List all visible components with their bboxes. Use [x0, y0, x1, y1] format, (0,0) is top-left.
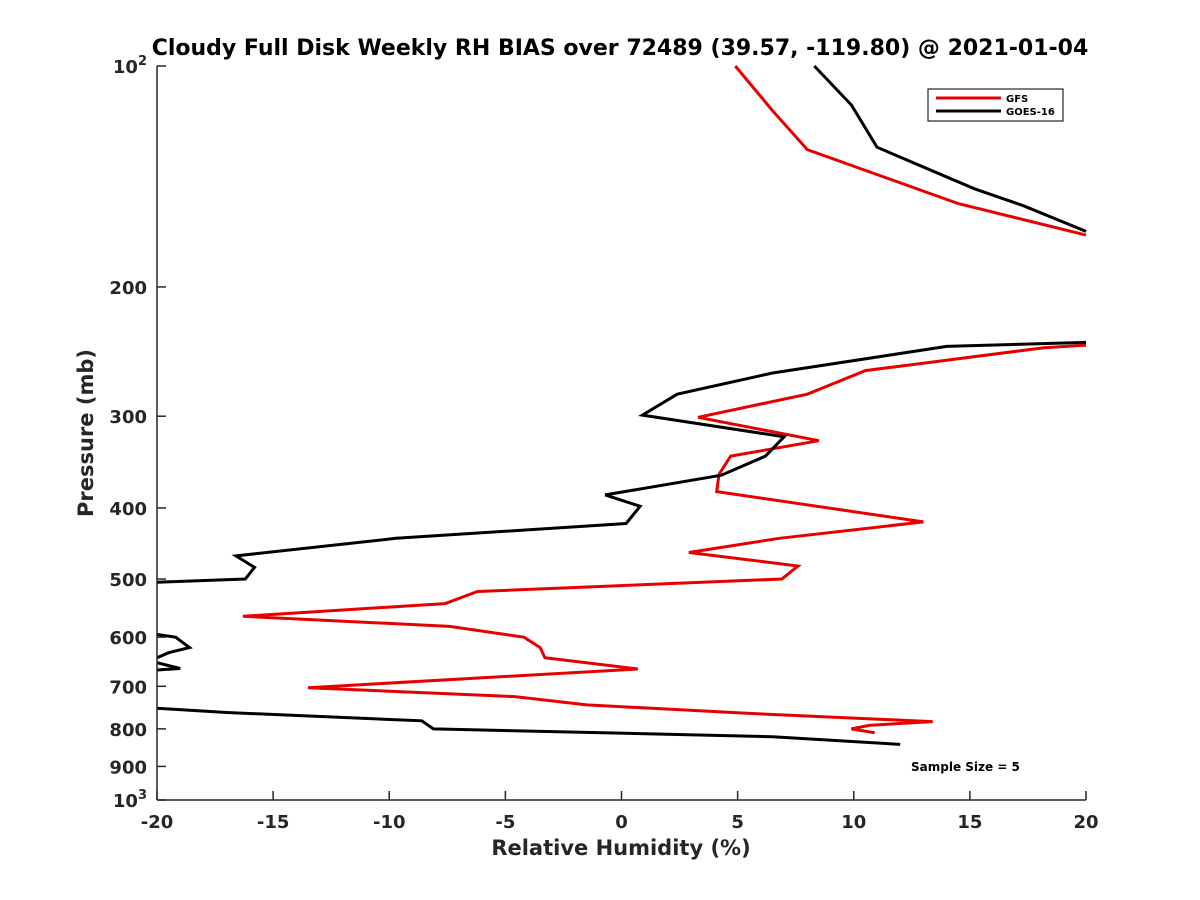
x-tick-label: 10 — [841, 812, 866, 833]
series-gfs — [242, 65, 1087, 735]
legend: GFS GOES-16 — [927, 88, 1064, 122]
x-tick-label: -20 — [141, 812, 174, 833]
y-tick-label: 700 — [109, 677, 147, 698]
y-tick-label: 900 — [109, 757, 147, 778]
plot-area — [157, 66, 1086, 800]
y-tick-label: 400 — [109, 499, 147, 520]
plot-background — [157, 66, 1086, 800]
x-tick-label: 0 — [615, 812, 628, 833]
series-line-gfs-1 — [242, 343, 1087, 735]
legend-box — [927, 88, 1064, 122]
y-tick-label: 103 — [113, 788, 147, 812]
legend-label-gfs: GFS — [1006, 94, 1028, 105]
series-line-goes-16-1 — [156, 340, 1087, 584]
series-line-goes-16-2 — [156, 633, 193, 660]
series-line-goes-16-0 — [813, 64, 1087, 233]
x-tick-label: -5 — [495, 812, 515, 833]
series-goes-16 — [156, 64, 1087, 746]
y-axis-label: Pressure (mb) — [74, 349, 98, 517]
y-tick-label: 300 — [109, 407, 147, 428]
y-tick-label: 600 — [109, 628, 147, 649]
series-line-gfs-0 — [734, 65, 1087, 237]
x-tick-label: 5 — [731, 812, 744, 833]
x-tick-label: -15 — [257, 812, 290, 833]
x-tick-label: -10 — [373, 812, 406, 833]
legend-label-goes-16: GOES-16 — [1006, 107, 1055, 118]
sample-size-annotation: Sample Size = 5 — [911, 760, 1020, 774]
axes-layer: -20 -15 -10 -5 0 5 10 15 20 102 200 300 400 500 600 700… — [109, 54, 1098, 833]
chart-title: Cloudy Full Disk Weekly RH BIAS over 724… — [152, 36, 1089, 61]
y-tick-label: 800 — [109, 720, 147, 741]
y-tick-label: 500 — [109, 570, 147, 591]
series-line-goes-16-3 — [156, 661, 181, 672]
x-tick-label: 20 — [1073, 812, 1098, 833]
y-tick-label: 200 — [109, 278, 147, 299]
series-line-goes-16-4 — [156, 706, 901, 746]
y-tick-label: 102 — [113, 54, 147, 78]
x-tick-label: 15 — [957, 812, 982, 833]
x-axis-label: Relative Humidity (%) — [491, 836, 750, 860]
series-layer — [156, 64, 1087, 746]
